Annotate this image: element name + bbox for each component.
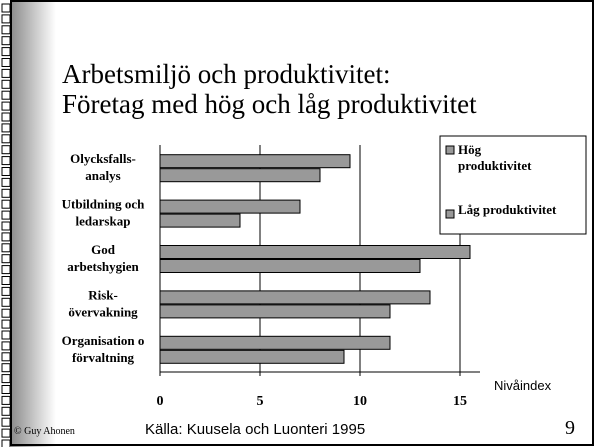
- title-line: Arbetsmiljö och produktivitet:: [62, 59, 390, 89]
- side-square: [1, 36, 11, 46]
- bar: [159, 259, 421, 273]
- side-square: [1, 221, 11, 231]
- slide-frame: [10, 0, 594, 446]
- chart: 0 5 10 15 Nivåindex Olycksfalls-analys Utbildn…: [62, 135, 587, 409]
- side-square: [1, 286, 11, 296]
- bar: [159, 245, 471, 259]
- side-square: [1, 341, 11, 351]
- side-square: [1, 243, 11, 253]
- legend-box: [439, 135, 587, 235]
- x-axis-label: Nivåindex: [494, 378, 552, 393]
- side-square: [1, 199, 11, 209]
- side-square: [1, 439, 11, 447]
- x-tick-label: 15: [453, 394, 467, 409]
- legend-label: Låg produktivitet: [458, 202, 557, 217]
- side-square: [1, 374, 11, 384]
- bar: [159, 154, 351, 169]
- x-tick-label: 0: [157, 394, 164, 409]
- side-square: [1, 297, 11, 307]
- y-tick-label: Organisation o förvaltning: [62, 333, 145, 365]
- side-square: [1, 25, 11, 35]
- x-tick-label: 10: [353, 394, 367, 409]
- bar: [159, 335, 391, 350]
- side-square: [1, 14, 11, 24]
- side-square: [1, 417, 11, 427]
- side-square: [1, 145, 11, 155]
- y-tick-label: God arbetshygien: [67, 242, 139, 274]
- legend-swatch: [445, 145, 455, 155]
- side-square: [1, 319, 11, 329]
- side-square: [1, 276, 11, 285]
- side-square: [1, 232, 11, 242]
- side-square: [1, 428, 11, 438]
- side-square: [1, 79, 11, 89]
- side-square: [1, 330, 11, 340]
- legend-label: Hög produktivitet: [458, 142, 532, 173]
- bar: [159, 304, 391, 319]
- side-square: [1, 47, 11, 57]
- bar: [159, 168, 321, 183]
- side-square: [1, 363, 11, 373]
- author: © Guy Ahonen: [14, 426, 75, 437]
- side-square: [1, 254, 11, 264]
- side-gradient: [11, 0, 56, 447]
- title-line: Företag med hög och låg produktivitet: [62, 89, 477, 119]
- side-square: [1, 352, 11, 362]
- side-square: [1, 395, 11, 405]
- page-number: 9: [565, 417, 575, 439]
- y-tick-label: Utbildning och ledarskap: [62, 197, 145, 229]
- side-square: [1, 210, 11, 220]
- side-square: [1, 167, 11, 176]
- bar: [159, 213, 241, 228]
- source: Källa: Kuusela och Luonteri 1995: [145, 421, 365, 438]
- side-square: [1, 112, 11, 122]
- y-tick-label: Olycksfalls-analys: [70, 151, 136, 183]
- side-square: [1, 101, 11, 111]
- side-square: [1, 3, 11, 13]
- side-square: [1, 156, 11, 166]
- side-square: [1, 188, 11, 198]
- side-square: [1, 385, 11, 394]
- y-tick-label: Risk-övervakning: [68, 287, 138, 319]
- side-square: [1, 123, 11, 133]
- side-square: [1, 406, 11, 416]
- bar: [159, 290, 431, 305]
- side-square: [1, 134, 11, 144]
- bar: [159, 199, 301, 214]
- side-square: [1, 177, 11, 187]
- side-square: [1, 265, 11, 275]
- side-squares: [1, 3, 11, 447]
- side-square: [1, 90, 11, 100]
- x-tick-label: 5: [257, 394, 264, 409]
- legend-swatch: [445, 209, 455, 219]
- side-square: [1, 68, 11, 78]
- side-square: [1, 58, 11, 67]
- bar: [159, 349, 345, 364]
- side-square: [1, 308, 11, 318]
